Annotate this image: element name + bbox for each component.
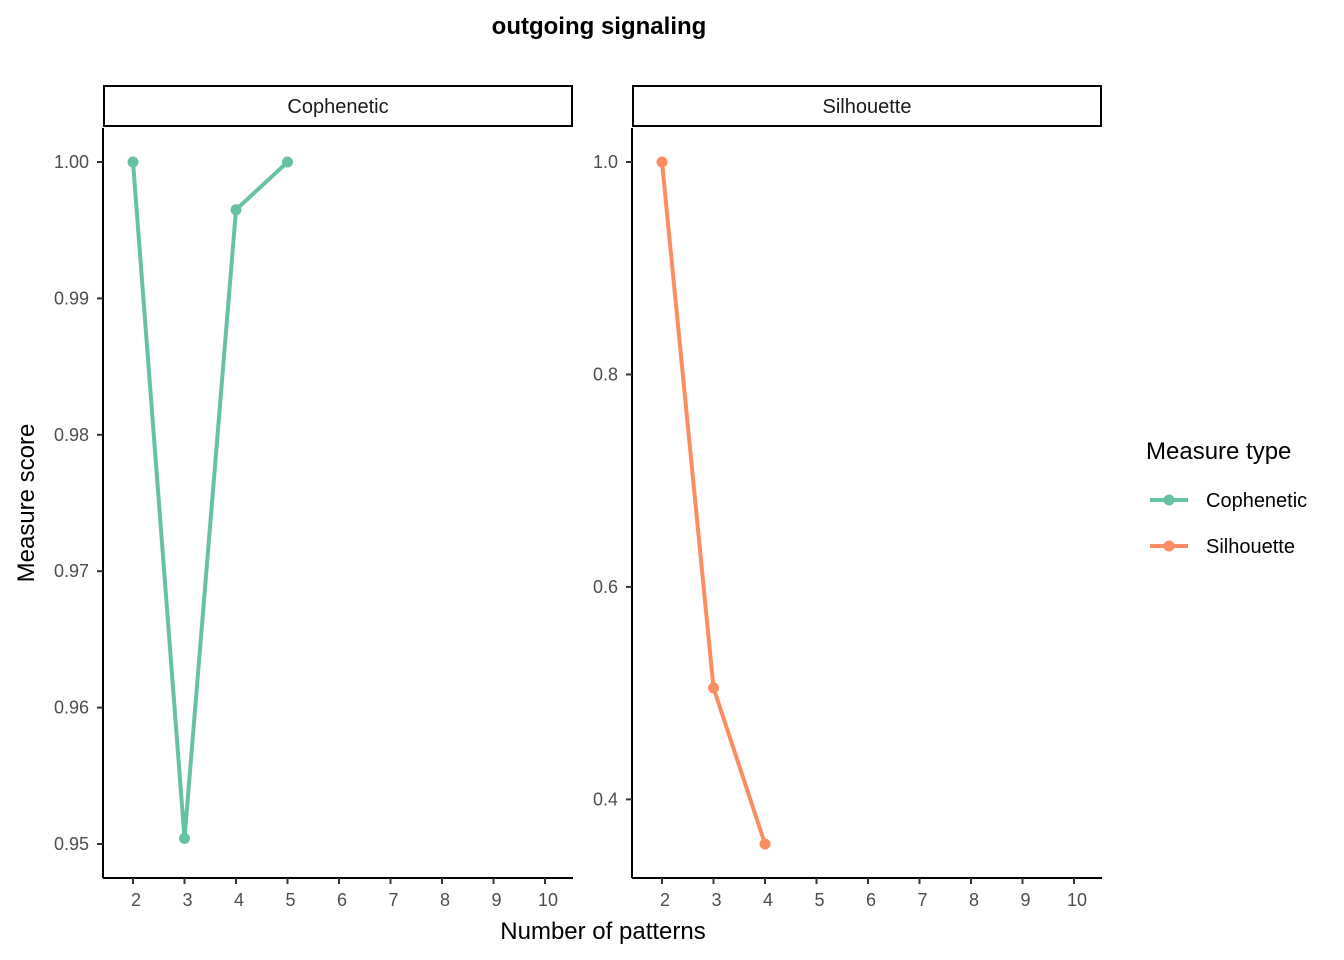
x-tick-label: 7 — [917, 890, 927, 910]
y-tick-label: 0.6 — [593, 577, 618, 597]
x-tick-label: 2 — [131, 890, 141, 910]
y-tick-label: 0.99 — [54, 288, 89, 308]
y-ticks-cophenetic: 0.95 0.96 0.97 0.98 0.99 1.00 — [54, 152, 103, 854]
legend-label-silhouette: Silhouette — [1206, 536, 1295, 558]
data-point-cophenetic — [179, 833, 190, 845]
x-ticks-silhouette: 2 3 4 5 6 7 8 9 10 — [660, 878, 1087, 910]
strip-box-silhouette — [632, 85, 1102, 127]
y-tick-label: 0.97 — [54, 561, 89, 581]
strip-label-cophenetic: Cophenetic — [287, 96, 388, 118]
x-tick-label: 3 — [182, 890, 192, 910]
y-tick-label: 1.0 — [593, 152, 618, 172]
strip-label-silhouette: Silhouette — [823, 96, 912, 118]
x-tick-label: 2 — [660, 890, 670, 910]
strip-box-cophenetic — [103, 85, 573, 127]
series-line-cophenetic — [131, 160, 289, 841]
x-tick-label: 10 — [1067, 890, 1087, 910]
series-silhouette — [656, 156, 771, 850]
legend: Measure type Cophenetic Silhouette — [1146, 438, 1307, 558]
data-point-cophenetic — [127, 156, 139, 168]
x-tick-label: 10 — [538, 890, 558, 910]
legend-title: Measure type — [1146, 438, 1291, 465]
legend-entries: Cophenetic Silhouette — [1150, 490, 1307, 558]
x-tick-label: 9 — [1020, 890, 1030, 910]
x-tick-label: 8 — [969, 890, 979, 910]
data-point-cophenetic — [282, 156, 293, 168]
y-tick-label: 0.95 — [54, 834, 89, 854]
data-point-silhouette — [708, 682, 719, 694]
x-tick-label: 6 — [337, 890, 347, 910]
y-tick-label: 0.96 — [54, 698, 89, 718]
x-tick-label: 6 — [866, 890, 876, 910]
x-tick-label: 4 — [763, 890, 773, 910]
x-tick-label: 7 — [388, 890, 398, 910]
series-line-silhouette — [660, 161, 767, 845]
panel-silhouette: Silhouette 0.4 0.6 0.8 1.0 2 3 4 5 6 7 8 9 10 — [593, 85, 1102, 910]
x-tick-label: 4 — [234, 890, 244, 910]
data-point-silhouette — [656, 156, 668, 168]
x-tick-label: 8 — [440, 890, 450, 910]
x-tick-label: 5 — [814, 890, 824, 910]
y-tick-label: 0.4 — [593, 789, 618, 809]
legend-label-cophenetic: Cophenetic — [1206, 490, 1307, 512]
y-tick-label: 1.00 — [54, 152, 89, 172]
legend-key-point-silhouette — [1163, 540, 1175, 552]
panel-cophenetic: Cophenetic 0.95 0.96 0.97 0.98 0.99 1.00 2 3 4 5… — [54, 85, 573, 910]
series-cophenetic — [127, 156, 293, 845]
x-tick-label: 9 — [491, 890, 501, 910]
x-ticks-cophenetic: 2 3 4 5 6 7 8 9 10 — [131, 878, 558, 910]
chart-title: outgoing signaling — [492, 13, 707, 40]
y-tick-label: 0.8 — [593, 364, 618, 384]
y-ticks-silhouette: 0.4 0.6 0.8 1.0 — [593, 152, 632, 809]
y-axis-title: Measure score — [13, 424, 40, 583]
data-point-cophenetic — [230, 204, 242, 216]
legend-key-point-cophenetic — [1163, 494, 1175, 506]
x-tick-label: 5 — [285, 890, 295, 910]
x-tick-label: 3 — [711, 890, 721, 910]
x-axis-title: Number of patterns — [500, 918, 705, 945]
y-tick-label: 0.98 — [54, 425, 89, 445]
data-point-silhouette — [759, 838, 771, 850]
